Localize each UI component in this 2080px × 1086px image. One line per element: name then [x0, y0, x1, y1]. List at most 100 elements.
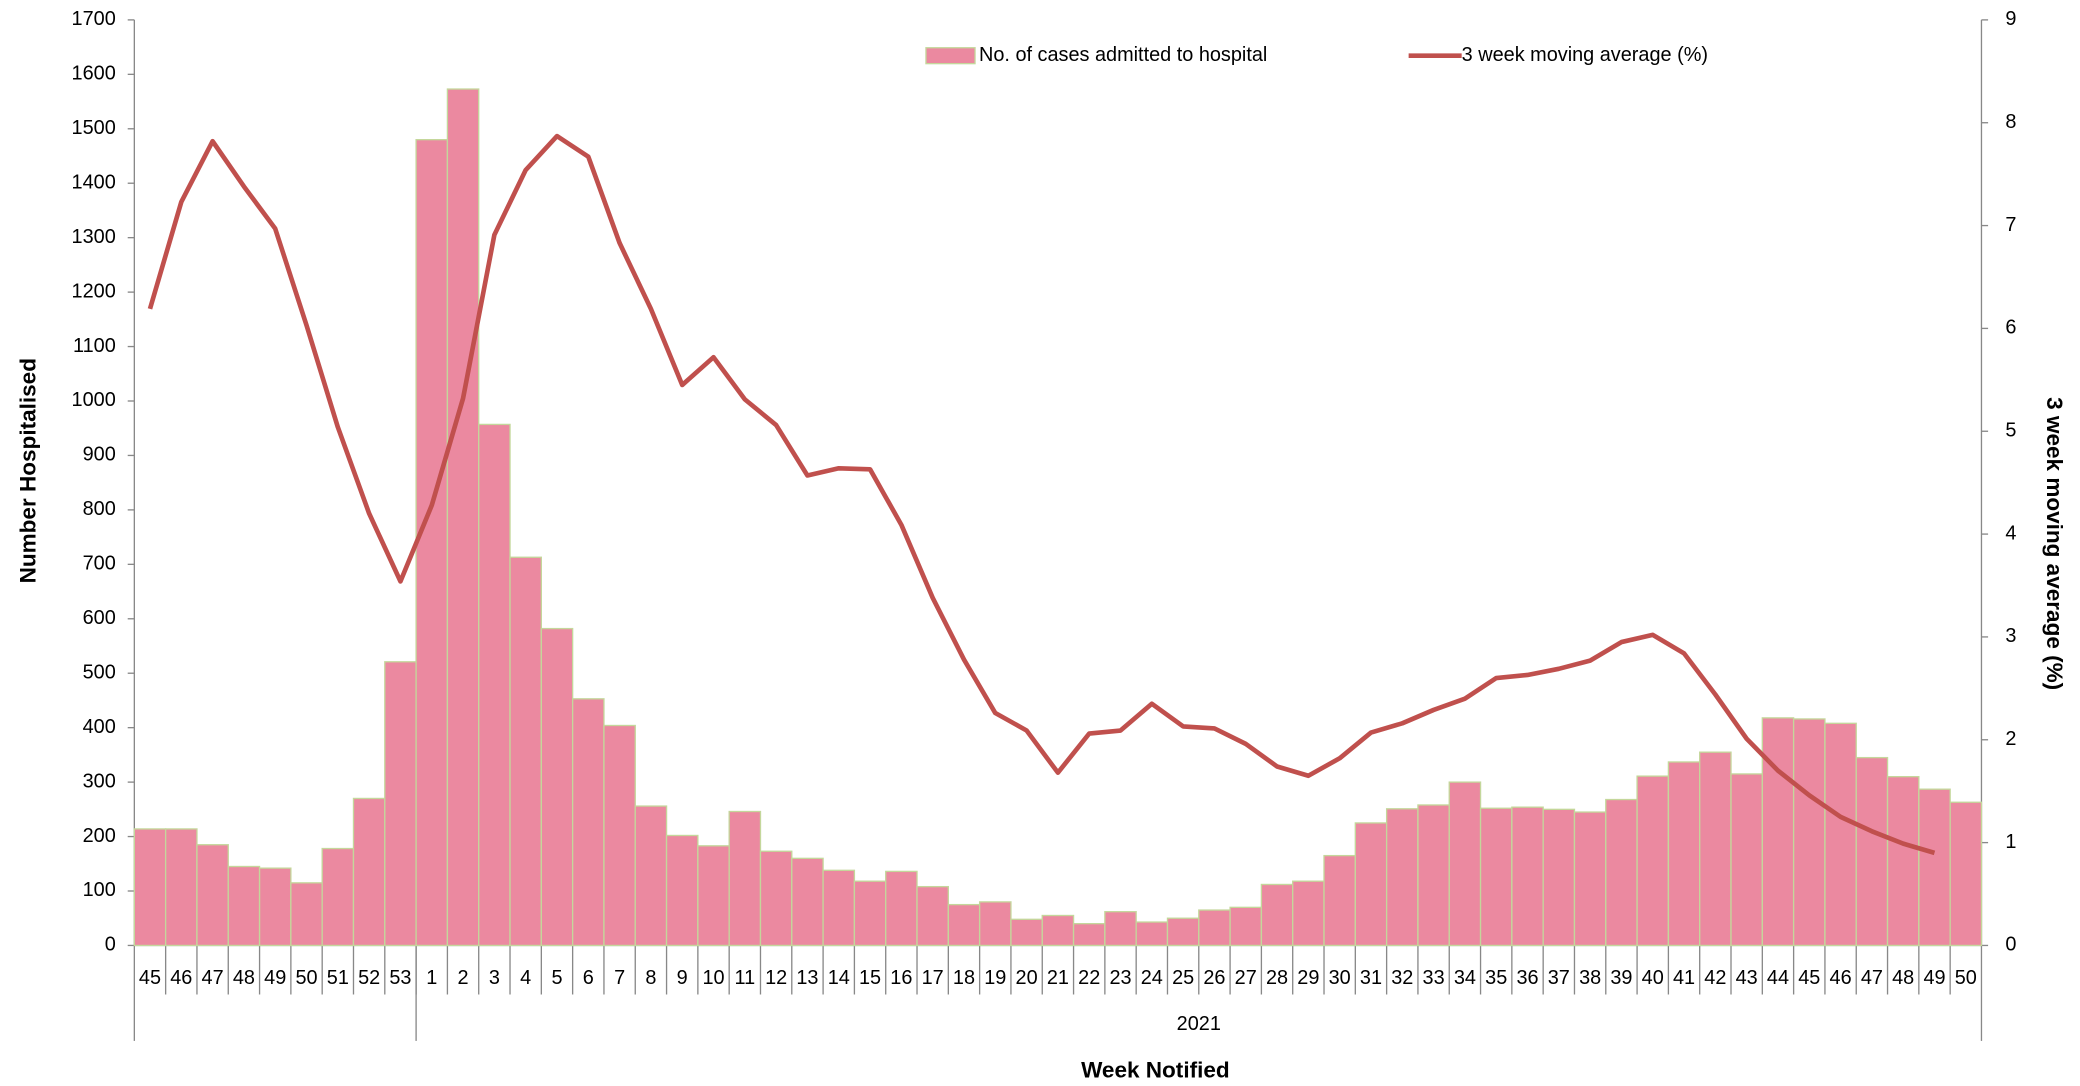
y-tick-label: 1000: [72, 389, 116, 411]
bar: [1104, 911, 1137, 947]
y-tick-label: 800: [83, 498, 116, 520]
x-tick-label: 25: [1172, 967, 1194, 989]
bar: [728, 810, 762, 947]
y-tick-label: 500: [83, 661, 116, 683]
bar: [1323, 854, 1356, 947]
x-tick-label: 5: [551, 967, 562, 989]
y2-tick-label: 8: [2005, 111, 2016, 133]
bar: [1166, 917, 1200, 947]
x-tick-label: 21: [1047, 967, 1069, 989]
group-label: 2021: [1177, 1013, 1221, 1035]
bar: [1448, 781, 1482, 947]
x-tick-label: 1: [426, 967, 437, 989]
bar: [1260, 883, 1294, 947]
y-tick-label: 1700: [72, 8, 116, 30]
y2-tick-label: 2: [2005, 728, 2016, 750]
x-tick-label: 52: [358, 967, 380, 989]
bar: [1292, 880, 1325, 947]
bar: [1730, 773, 1763, 947]
bar: [665, 834, 699, 947]
bar: [1479, 807, 1513, 947]
y2-axis-title: 3 week moving average (%): [2042, 397, 2067, 690]
bar: [1229, 906, 1263, 947]
x-tick-label: 47: [202, 967, 224, 989]
bar: [978, 901, 1012, 947]
y-tick-label: 600: [83, 607, 116, 629]
x-tick-label: 27: [1235, 967, 1257, 989]
x-tick-label: 16: [890, 967, 912, 989]
x-tick-label: 31: [1360, 967, 1382, 989]
x-tick-label: 30: [1329, 967, 1351, 989]
x-tick-label: 8: [645, 967, 656, 989]
bar: [571, 698, 605, 947]
legend-label: No. of cases admitted to hospital: [979, 44, 1267, 66]
bar: [478, 423, 511, 947]
x-tick-label: 38: [1579, 967, 1601, 989]
bar: [822, 869, 856, 947]
x-tick-label: 45: [1798, 967, 1820, 989]
x-tick-label: 34: [1454, 967, 1476, 989]
bar: [1636, 775, 1670, 947]
bar: [540, 627, 574, 947]
x-tick-label: 49: [1923, 967, 1945, 989]
line: [147, 133, 1936, 856]
x-tick-label: 4: [520, 967, 531, 989]
y-tick-label: 1600: [72, 63, 116, 85]
x-tick-label: 19: [984, 967, 1006, 989]
x-tick-label: 46: [170, 967, 192, 989]
bar: [759, 850, 793, 947]
x-tick-label: 53: [389, 967, 411, 989]
bar: [1041, 914, 1075, 947]
y2-tick-label: 5: [2005, 419, 2016, 441]
bar: [947, 903, 981, 947]
bar: [227, 865, 261, 947]
bar: [258, 867, 292, 947]
bar: [603, 724, 636, 947]
x-tick-label: 29: [1297, 967, 1319, 989]
bar: [1573, 811, 1607, 947]
bar: [196, 844, 229, 947]
bar: [1135, 921, 1169, 947]
x-tick-label: 40: [1642, 967, 1664, 989]
x-tick-label: 2: [458, 967, 469, 989]
bar: [1886, 776, 1920, 947]
x-tick-label: 48: [233, 967, 255, 989]
bar: [1918, 788, 1951, 947]
x-tick-label: 47: [1861, 967, 1883, 989]
bar: [290, 882, 323, 947]
y-tick-label: 1400: [72, 171, 116, 193]
bar: [1824, 722, 1857, 947]
bar: [1667, 761, 1701, 947]
bar: [1542, 808, 1576, 947]
x-tick-label: 18: [953, 967, 975, 989]
x-tick-label: 15: [859, 967, 881, 989]
x-tick-label: 33: [1423, 967, 1445, 989]
bar: [1699, 751, 1732, 947]
y-tick-label: 1100: [73, 335, 116, 357]
y2-tick-label: 4: [2005, 522, 2016, 544]
bar: [1198, 909, 1231, 947]
y2-tick-label: 1: [2005, 831, 2016, 853]
bar: [634, 805, 668, 947]
bar: [885, 870, 918, 947]
y-axis-title: Number Hospitalised: [16, 358, 41, 583]
legend-label: 3 week moving average (%): [1462, 44, 1708, 66]
x-tick-label: 36: [1516, 967, 1538, 989]
x-axis-title: Week Notified: [1081, 1057, 1230, 1082]
x-tick-label: 10: [702, 967, 724, 989]
x-tick-label: 26: [1203, 967, 1225, 989]
y2-tick-label: 3: [2005, 625, 2016, 647]
bar: [1855, 756, 1889, 947]
bar: [133, 828, 167, 947]
y-tick-label: 300: [83, 770, 116, 792]
bar: [916, 885, 949, 947]
bar: [1354, 822, 1388, 947]
bar: [1761, 717, 1795, 947]
x-tick-label: 39: [1610, 967, 1632, 989]
bar: [697, 845, 730, 947]
x-tick-label: 7: [614, 967, 625, 989]
bar: [1010, 918, 1043, 947]
x-tick-label: 41: [1673, 967, 1695, 989]
x-tick-label: 50: [1955, 967, 1977, 989]
x-tick-label: 3: [489, 967, 500, 989]
